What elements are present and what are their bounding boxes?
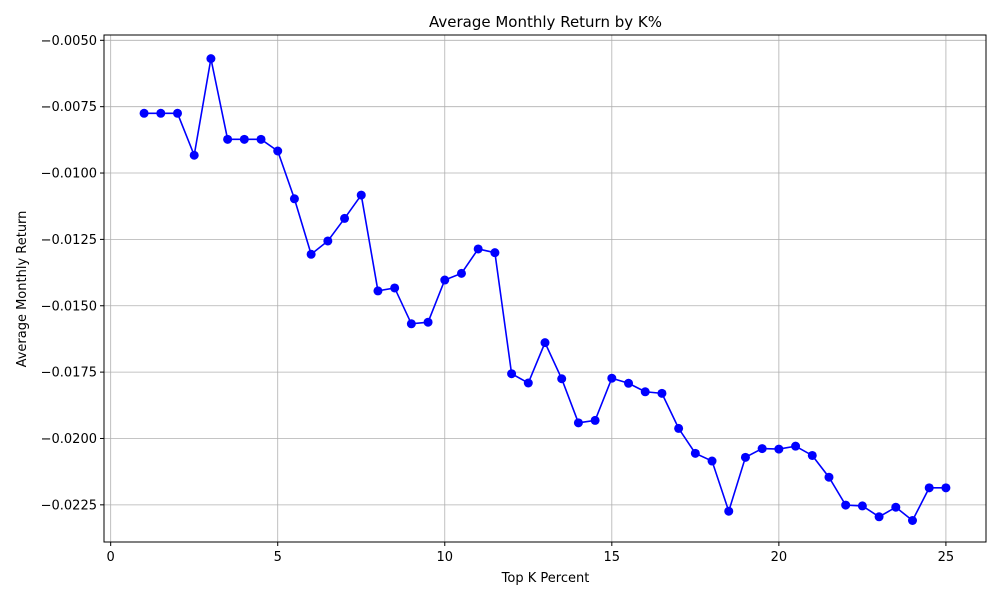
data-point (540, 338, 550, 348)
data-point (306, 249, 316, 259)
x-tick-label: 25 (938, 550, 955, 565)
y-tick-label: −0.0175 (41, 366, 97, 381)
data-point (156, 108, 166, 118)
data-point (841, 500, 851, 510)
data-point (674, 423, 684, 433)
data-point (908, 515, 917, 525)
data-point (223, 134, 233, 144)
data-series (139, 54, 951, 525)
data-point (273, 146, 283, 156)
data-point (924, 483, 934, 493)
grid-lines (104, 35, 986, 542)
data-point (824, 472, 834, 482)
data-point (941, 483, 951, 493)
y-tick-label: −0.0150 (41, 299, 97, 314)
chart-title: Average Monthly Return by K% (429, 13, 662, 31)
data-point (573, 418, 583, 428)
data-point (874, 512, 884, 522)
data-point (624, 378, 634, 388)
x-tick-label: 15 (604, 550, 621, 565)
data-point (373, 286, 383, 296)
data-point (774, 444, 784, 454)
data-point (640, 387, 650, 397)
data-point (891, 502, 901, 512)
data-point (189, 150, 199, 160)
data-point (206, 54, 216, 64)
data-point (791, 441, 801, 451)
x-tick-label: 20 (771, 550, 788, 565)
data-point (423, 317, 433, 327)
y-tick-label: −0.0125 (41, 233, 97, 248)
data-point (390, 283, 400, 293)
data-point (340, 213, 350, 223)
data-point (289, 194, 299, 204)
data-point (724, 506, 734, 516)
x-tick-label: 0 (107, 550, 115, 565)
data-point (707, 456, 717, 466)
plot-frame (103, 34, 987, 543)
data-point (490, 248, 500, 258)
data-point (323, 236, 333, 246)
data-point (607, 373, 617, 383)
data-point (657, 388, 667, 398)
data-point (256, 134, 266, 144)
y-axis-ticks: −0.0050 −0.0075 −0.0100 −0.0125 −0.0150 −0.01… (41, 34, 104, 513)
data-point (857, 501, 867, 511)
y-tick-label: −0.0225 (41, 498, 97, 513)
y-tick-label: −0.0100 (41, 167, 97, 182)
data-point (456, 268, 466, 278)
data-point (440, 275, 450, 285)
x-tick-label: 10 (436, 550, 453, 565)
data-point (590, 415, 600, 425)
x-axis-ticks: 0 5 10 15 20 25 (107, 542, 955, 565)
y-tick-label: −0.0200 (41, 432, 97, 447)
data-point (139, 108, 149, 118)
data-point (690, 448, 700, 458)
series-line (144, 58, 946, 522)
data-point (473, 244, 483, 254)
y-tick-label: −0.0075 (41, 100, 97, 115)
data-point (523, 378, 533, 388)
data-point (740, 452, 750, 462)
data-point (173, 108, 182, 118)
data-point (356, 190, 366, 200)
data-point (757, 444, 767, 454)
x-tick-label: 5 (274, 550, 282, 565)
data-point (807, 450, 817, 460)
x-axis-label: Top K Percent (501, 571, 590, 586)
y-axis-label: Average Monthly Return (15, 211, 30, 368)
data-point (507, 369, 517, 379)
y-tick-label: −0.0050 (41, 34, 97, 49)
data-point (557, 374, 567, 384)
data-point (406, 319, 416, 329)
data-point (239, 134, 249, 144)
